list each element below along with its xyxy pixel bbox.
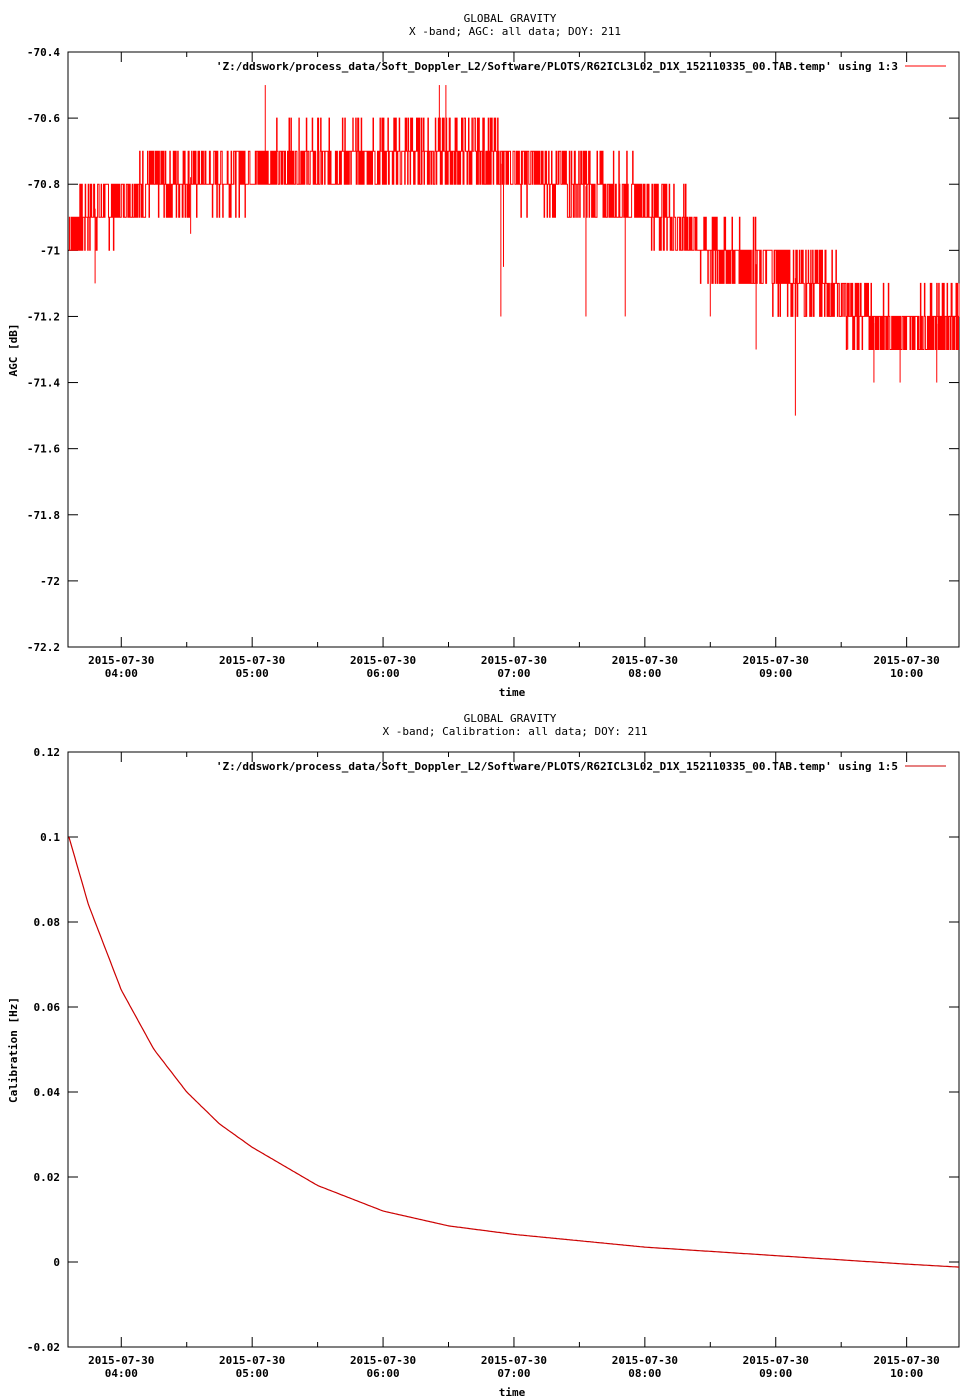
calibration-series bbox=[68, 836, 960, 1268]
calibration-x-tick-time: 05:00 bbox=[236, 1367, 269, 1380]
agc-x-tick-time: 05:00 bbox=[236, 667, 269, 680]
agc-plot-frame bbox=[67, 51, 960, 648]
calibration-y-tick-label: 0.1 bbox=[40, 831, 60, 844]
agc-x-tick-time: 06:00 bbox=[367, 667, 400, 680]
calibration-x-tick-date: 2015-07-30 bbox=[219, 1354, 285, 1367]
calibration-x-tick-date: 2015-07-30 bbox=[481, 1354, 547, 1367]
calibration-y-tick-labels: 0.12 0.1 0.08 0.06 0.04 0.02 0 -0.02 bbox=[27, 746, 60, 1354]
calibration-chart-title: GLOBAL GRAVITY bbox=[464, 712, 557, 725]
calibration-x-tick-time: 10:00 bbox=[890, 1367, 923, 1380]
calibration-x-tick-time: 09:00 bbox=[759, 1367, 792, 1380]
agc-x-tick-time: 08:00 bbox=[628, 667, 661, 680]
agc-x-tick-date: 2015-07-30 bbox=[481, 654, 547, 667]
agc-chart: GLOBAL GRAVITY X -band; AGC: all data; D… bbox=[7, 12, 960, 699]
agc-x-axis-label: time bbox=[499, 686, 526, 699]
calibration-x-tick-date: 2015-07-30 bbox=[874, 1354, 940, 1367]
calibration-y-tick-label: -0.02 bbox=[27, 1341, 60, 1354]
calibration-legend-label: 'Z:/ddswork/process_data/Soft_Doppler_L2… bbox=[216, 760, 898, 773]
calibration-x-tick-labels: 2015-07-3004:002015-07-3005:002015-07-30… bbox=[88, 1354, 940, 1380]
agc-y-axis-label: AGC [dB] bbox=[7, 324, 20, 377]
agc-y-tick-labels: -70.4 -70.6 -70.8 -71 -71.2 -71.4 -71.6 -71.8 -7… bbox=[27, 46, 60, 654]
agc-chart-title: GLOBAL GRAVITY bbox=[464, 12, 557, 25]
agc-y-tick-label: -72 bbox=[40, 575, 60, 588]
agc-y-tick-label: -71.8 bbox=[27, 509, 60, 522]
agc-x-tick-time: 07:00 bbox=[497, 667, 530, 680]
calibration-y-tick-label: 0.06 bbox=[34, 1001, 61, 1014]
calibration-y-tick-label: 0.08 bbox=[34, 916, 61, 929]
calibration-chart-subtitle: X -band; Calibration: all data; DOY: 211 bbox=[383, 725, 648, 738]
agc-x-tick-date: 2015-07-30 bbox=[612, 654, 678, 667]
agc-legend-label: 'Z:/ddswork/process_data/Soft_Doppler_L2… bbox=[216, 60, 898, 73]
agc-y-tick-label: -71 bbox=[40, 244, 60, 257]
calibration-x-tick-time: 07:00 bbox=[497, 1367, 530, 1380]
calibration-x-tick-date: 2015-07-30 bbox=[350, 1354, 416, 1367]
calibration-series-line bbox=[68, 836, 960, 1268]
agc-series-line bbox=[68, 117, 960, 350]
calibration-x-tick-time: 06:00 bbox=[367, 1367, 400, 1380]
calibration-y-tick-label: 0.04 bbox=[34, 1086, 61, 1099]
calibration-x-tick-date: 2015-07-30 bbox=[743, 1354, 809, 1367]
agc-y-tick-label: -72.2 bbox=[27, 641, 60, 654]
calibration-x-axis-label: time bbox=[499, 1386, 526, 1399]
agc-x-tick-date: 2015-07-30 bbox=[874, 654, 940, 667]
agc-x-tick-labels: 2015-07-3004:002015-07-3005:002015-07-30… bbox=[88, 654, 940, 680]
agc-y-tick-label: -71.6 bbox=[27, 443, 60, 456]
agc-x-tick-time: 10:00 bbox=[890, 667, 923, 680]
agc-x-tick-date: 2015-07-30 bbox=[219, 654, 285, 667]
agc-x-tick-date: 2015-07-30 bbox=[88, 654, 154, 667]
calibration-x-tick-date: 2015-07-30 bbox=[88, 1354, 154, 1367]
calibration-y-tick-label: 0 bbox=[53, 1256, 60, 1269]
agc-y-tick-label: -70.6 bbox=[27, 112, 60, 125]
calibration-chart: GLOBAL GRAVITY X -band; Calibration: all… bbox=[7, 712, 960, 1399]
agc-y-tick-label: -70.4 bbox=[27, 46, 60, 59]
agc-x-tick-time: 09:00 bbox=[759, 667, 792, 680]
agc-chart-subtitle: X -band; AGC: all data; DOY: 211 bbox=[409, 25, 621, 38]
calibration-plot-frame bbox=[67, 751, 960, 1348]
agc-series bbox=[68, 85, 960, 416]
calibration-y-axis-label: Calibration [Hz] bbox=[7, 997, 20, 1103]
calibration-x-tick-time: 04:00 bbox=[105, 1367, 138, 1380]
agc-x-tick-time: 04:00 bbox=[105, 667, 138, 680]
calibration-axis-ticks bbox=[68, 751, 959, 1348]
agc-y-tick-label: -71.2 bbox=[27, 310, 60, 323]
agc-y-tick-label: -70.8 bbox=[27, 178, 60, 191]
agc-axis-ticks bbox=[68, 51, 959, 648]
agc-x-tick-date: 2015-07-30 bbox=[743, 654, 809, 667]
calibration-y-tick-label: 0.02 bbox=[34, 1171, 61, 1184]
calibration-y-tick-label: 0.12 bbox=[34, 746, 61, 759]
agc-y-tick-label: -71.4 bbox=[27, 377, 60, 390]
agc-x-tick-date: 2015-07-30 bbox=[350, 654, 416, 667]
calibration-x-tick-time: 08:00 bbox=[628, 1367, 661, 1380]
calibration-x-tick-date: 2015-07-30 bbox=[612, 1354, 678, 1367]
